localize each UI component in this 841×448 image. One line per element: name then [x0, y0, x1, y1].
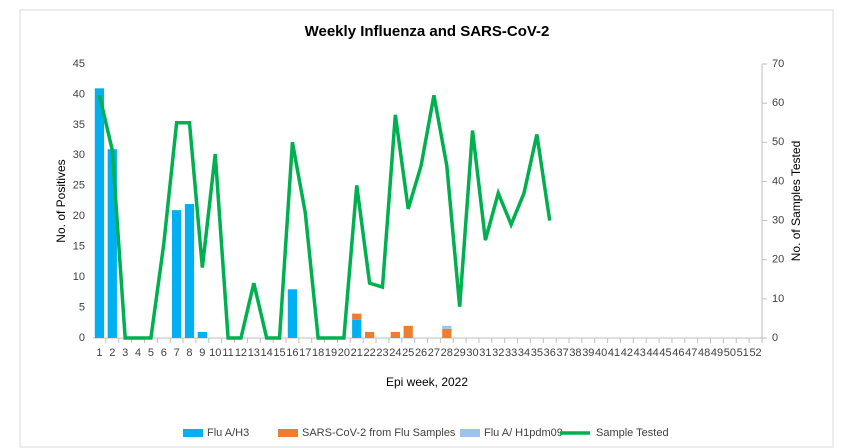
x-tick-label: 49: [711, 347, 723, 359]
x-tick-label: 15: [273, 347, 285, 359]
x-tick-label: 46: [672, 347, 684, 359]
chart-border: [19, 9, 834, 448]
x-tick-label: 8: [186, 347, 192, 359]
x-tick-label: 41: [608, 347, 620, 359]
y-tick-label: 25: [73, 180, 85, 192]
bar: [442, 328, 452, 338]
x-tick-label: 25: [402, 347, 414, 359]
x-tick-label: 7: [174, 347, 180, 359]
x-axis-title: Epi week, 2022: [386, 375, 468, 389]
bar: [197, 331, 207, 338]
y-tick-label: 35: [73, 119, 85, 131]
x-tick-label: 27: [428, 347, 440, 359]
y-tick-label: 30: [73, 149, 85, 161]
bar: [184, 204, 195, 338]
line: [97, 94, 552, 340]
x-tick-label: 9: [199, 347, 205, 359]
y2-tick-label: 60: [772, 97, 784, 109]
x-tick-label: 16: [286, 347, 298, 359]
x-tick-label: 37: [556, 347, 568, 359]
x-tick-label: 33: [505, 347, 517, 359]
y2-tick-label: 70: [772, 58, 784, 70]
bar: [94, 88, 105, 338]
y-tick-label: 15: [73, 241, 85, 253]
bar: [442, 325, 452, 329]
y2-tick-label: 10: [772, 293, 784, 305]
bar: [364, 331, 375, 338]
x-tick-label: 12: [235, 347, 247, 359]
y2-tick-label: 30: [772, 214, 784, 226]
bar: [287, 289, 298, 338]
x-tick-label: 11: [222, 347, 233, 359]
legend-label: Flu A/ H1pdm09: [484, 427, 563, 439]
x-tick-label: 42: [621, 347, 633, 359]
x-tick-label: 10: [209, 347, 221, 359]
x-tick-label: 34: [518, 347, 530, 359]
x-tick-label: 14: [261, 347, 273, 359]
bar: [107, 149, 117, 338]
y-tick-label: 45: [73, 58, 85, 70]
y2-tick-label: 40: [772, 175, 784, 187]
x-tick-label: 19: [325, 347, 337, 359]
x-tick-label: 31: [479, 347, 491, 359]
x-tick-label: 44: [647, 347, 659, 359]
x-tick-label: 24: [389, 347, 401, 359]
y-axis-title: No. of Positives: [54, 159, 68, 242]
x-tick-label: 28: [441, 347, 453, 359]
x-tick-label: 40: [595, 347, 607, 359]
bar: [390, 331, 400, 338]
x-tick-label: 3: [122, 347, 128, 359]
x-tick-label: 38: [569, 347, 581, 359]
legend-marker: [460, 429, 480, 437]
legend-marker: [183, 429, 203, 437]
bar: [171, 210, 182, 338]
x-tick-label: 26: [415, 347, 427, 359]
bar: [352, 319, 362, 338]
x-tick-label: 20: [338, 347, 350, 359]
bar: [403, 325, 413, 338]
x-tick-label: 29: [454, 347, 466, 359]
x-tick-label: 50: [724, 347, 736, 359]
x-tick-label: 35: [531, 347, 543, 359]
x-tick-label: 45: [659, 347, 671, 359]
y2-axis-title: No. of Samples Tested: [789, 141, 803, 262]
x-tick-label: 43: [634, 347, 646, 359]
x-tick-label: 22: [363, 347, 375, 359]
y2-tick-label: 0: [772, 332, 778, 344]
y-tick-label: 10: [73, 271, 85, 283]
x-tick-label: 30: [466, 347, 478, 359]
bar: [352, 313, 362, 320]
x-tick-label: 6: [161, 347, 167, 359]
x-tick-label: 1: [96, 347, 102, 359]
x-tick-label: 52: [749, 347, 761, 359]
x-tick-label: 32: [492, 347, 504, 359]
y-tick-label: 0: [79, 332, 85, 344]
x-tick-label: 18: [312, 347, 324, 359]
y-tick-label: 5: [79, 301, 85, 313]
x-tick-label: 5: [148, 347, 154, 359]
chart-title: Weekly Influenza and SARS-CoV-2: [305, 23, 550, 40]
x-tick-label: 2: [109, 347, 115, 359]
x-tick-label: 23: [376, 347, 388, 359]
y-tick-label: 20: [73, 210, 85, 222]
x-tick-label: 17: [299, 347, 311, 359]
y2-tick-label: 50: [772, 136, 784, 148]
legend-label: Sample Tested: [596, 427, 669, 439]
legend-label: Flu A/H3: [207, 427, 249, 439]
x-tick-label: 51: [737, 347, 749, 359]
y2-tick-label: 20: [772, 254, 784, 266]
x-tick-label: 21: [351, 347, 363, 359]
legend-marker: [278, 429, 298, 437]
x-tick-label: 48: [698, 347, 710, 359]
x-tick-label: 36: [544, 347, 556, 359]
x-tick-label: 39: [582, 347, 594, 359]
y-tick-label: 40: [73, 88, 85, 100]
x-tick-label: 47: [685, 347, 697, 359]
x-tick-label: 13: [248, 347, 260, 359]
legend-label: SARS-CoV-2 from Flu Samples: [302, 427, 456, 439]
x-tick-label: 4: [135, 347, 141, 359]
